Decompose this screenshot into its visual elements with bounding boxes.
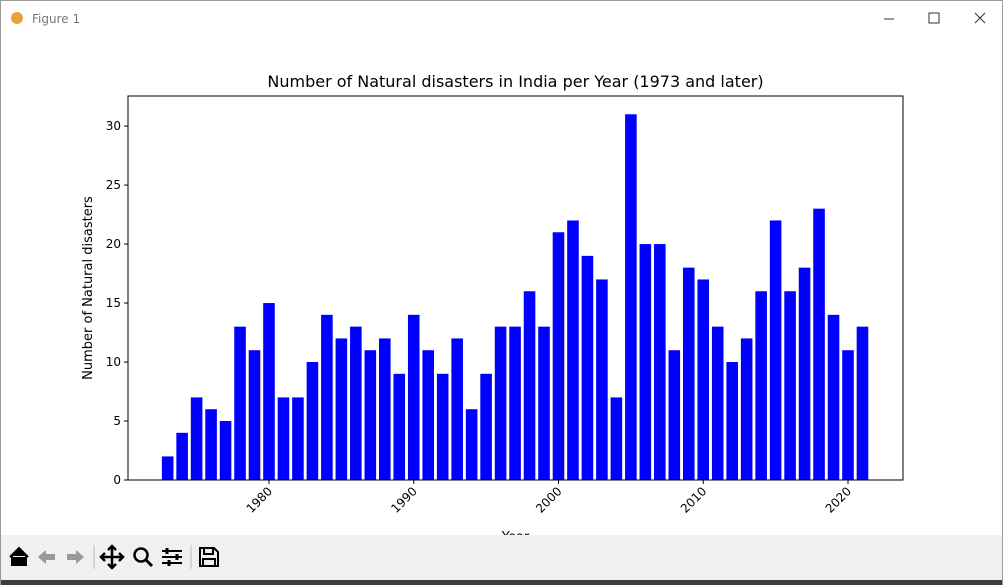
bar (798, 267, 811, 480)
configure-sliders (165, 548, 179, 566)
bar (321, 314, 333, 480)
y-tick-label: 10 (106, 355, 121, 369)
bar (509, 326, 521, 480)
y-tick-label: 25 (106, 178, 121, 192)
bar (769, 220, 782, 481)
window-title: Figure 1 (32, 12, 80, 26)
bar (378, 338, 391, 480)
zoom-button[interactable] (133, 547, 149, 563)
app-icon (11, 12, 23, 24)
bar (306, 362, 319, 480)
toolbar (1, 535, 1002, 580)
bar (205, 409, 217, 480)
maximize-button[interactable] (928, 12, 940, 24)
bar (364, 350, 377, 480)
save-button[interactable] (199, 547, 219, 567)
bar (422, 350, 435, 480)
bar (842, 350, 854, 480)
y-tick-label: 5 (113, 414, 121, 428)
bar (451, 338, 463, 480)
bar (523, 291, 536, 480)
bar (726, 362, 738, 480)
configure-button[interactable] (162, 550, 182, 564)
bar (190, 397, 203, 480)
bar (465, 409, 478, 480)
bar (740, 338, 753, 480)
bar (234, 326, 246, 480)
close-button[interactable] (974, 12, 986, 24)
bar (755, 291, 767, 480)
bar (176, 432, 188, 480)
bar (784, 291, 796, 480)
bar (610, 397, 623, 480)
bar (711, 326, 724, 480)
bar (596, 279, 608, 480)
bar (219, 421, 232, 480)
bar (335, 338, 348, 480)
bar (567, 220, 579, 481)
pan-button[interactable] (99, 544, 125, 570)
bar (393, 373, 406, 480)
bar (682, 267, 695, 480)
bar (494, 326, 507, 480)
y-tick-label: 15 (106, 296, 121, 310)
bar (350, 326, 362, 480)
forward-button[interactable] (67, 550, 84, 564)
bar (161, 456, 174, 480)
y-tick-label: 0 (113, 473, 121, 487)
bar (813, 208, 825, 481)
axes-frame (127, 95, 904, 481)
bar (654, 244, 666, 480)
bar (581, 255, 594, 480)
chart-title: Number of Natural disasters in India per… (267, 72, 763, 91)
bar (552, 232, 565, 480)
bar (436, 373, 449, 480)
bar (827, 314, 840, 480)
bar (625, 114, 637, 481)
taskbar-edge (1, 580, 1002, 585)
home-button[interactable] (9, 546, 29, 566)
bar (856, 326, 869, 480)
y-tick-label: 20 (106, 237, 121, 251)
back-button[interactable] (38, 550, 55, 564)
bar (538, 326, 550, 480)
toolbar-bg (1, 535, 1002, 580)
y-axis-label: Number of Natural disasters (81, 196, 96, 380)
title-bar: Figure 1 (11, 12, 986, 26)
bar (263, 303, 275, 480)
bar (697, 279, 710, 480)
bar (668, 350, 681, 480)
zoom-handle (144, 558, 154, 568)
bar (480, 373, 492, 480)
bar (407, 314, 420, 480)
y-tick-label: 30 (106, 119, 121, 133)
bar (292, 397, 304, 480)
bar (277, 397, 290, 480)
bar (639, 244, 652, 480)
bar (248, 350, 261, 480)
